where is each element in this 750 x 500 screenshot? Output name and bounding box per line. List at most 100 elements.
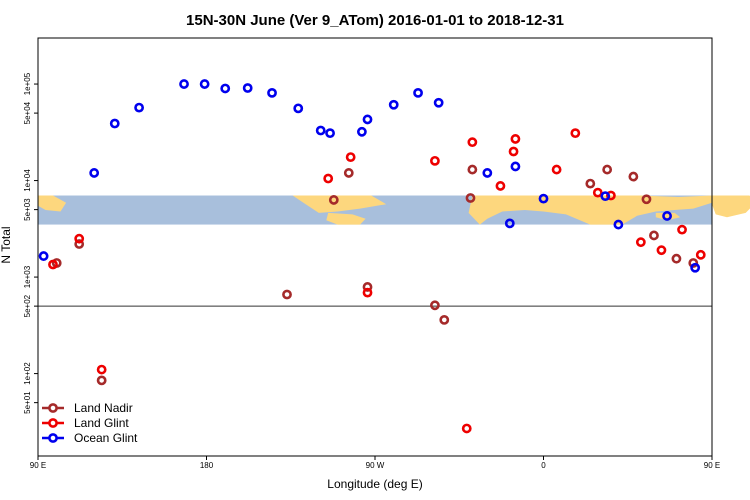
point-land-glint (508, 146, 519, 157)
point-land-glint (48, 259, 58, 270)
point-ocean-glint (504, 218, 515, 229)
point-land-glint (570, 128, 581, 139)
point-land-glint (461, 423, 472, 434)
point-land-glint (323, 173, 334, 184)
point-ocean-glint (362, 114, 373, 125)
point-land-nadir (439, 314, 450, 325)
point-land-nadir (628, 171, 639, 182)
land-mass-5 (655, 212, 681, 221)
point-ocean-glint (510, 161, 521, 172)
point-ocean-glint (199, 79, 210, 89)
point-ocean-glint (109, 118, 120, 129)
x-tick-label: 0 (541, 461, 546, 470)
legend-item-land-nadir: Land Nadir (42, 401, 133, 415)
point-ocean-glint (433, 97, 444, 108)
x-tick-label: 90 E (30, 461, 46, 470)
map-land (38, 195, 750, 225)
point-land-glint (551, 164, 562, 175)
legend-marker-ocean-glint (48, 433, 58, 443)
legend-item-land-glint: Land Glint (42, 416, 129, 430)
point-ocean-glint (325, 128, 335, 139)
point-land-nadir (328, 195, 339, 205)
point-land-glint (345, 152, 356, 163)
chart-title: 15N-30N June (Ver 9_ATom) 2016-01-01 to … (186, 12, 564, 29)
point-ocean-glint (242, 83, 253, 93)
point-land-glint (495, 181, 506, 191)
point-ocean-glint (267, 87, 277, 98)
legend-label-land-glint: Land Glint (74, 416, 129, 430)
point-land-glint (606, 190, 616, 201)
point-land-nadir (641, 194, 652, 205)
point-ocean-glint (179, 79, 189, 89)
point-land-nadir (282, 289, 292, 300)
y-tick-label: 5e+03 (23, 198, 32, 221)
legend-label-ocean-glint: Ocean Glint (74, 431, 138, 445)
point-ocean-glint (388, 99, 399, 110)
map-band (38, 195, 750, 225)
point-ocean-glint (315, 125, 326, 136)
point-land-nadir (74, 239, 85, 249)
data-points (38, 79, 706, 434)
point-land-nadir (585, 178, 596, 189)
point-land-glint (510, 134, 521, 144)
y-tick-label: 5e+01 (23, 391, 32, 414)
legend-item-ocean-glint: Ocean Glint (42, 431, 138, 445)
point-land-nadir (430, 300, 440, 311)
legend-marker-land-glint (48, 418, 58, 428)
y-axis-label: N Total (0, 226, 13, 263)
y-axis: 5e+01 1e+02 5e+02 1e+03 5e+03 1e+04 5e+04 1e+05 (23, 72, 38, 414)
land-mass-4 (468, 195, 712, 225)
y-tick-label: 1e+03 (23, 265, 32, 288)
point-land-glint (430, 155, 440, 166)
point-ocean-glint (613, 219, 624, 230)
point-ocean-glint (38, 251, 49, 261)
land-mass-1 (38, 195, 67, 212)
point-ocean-glint (220, 83, 231, 94)
point-land-nadir (96, 375, 107, 386)
point-land-glint (467, 137, 478, 148)
plot-frame (37, 37, 713, 457)
point-land-glint (677, 224, 687, 235)
y-tick-label: 1e+04 (23, 169, 32, 192)
point-land-glint (96, 364, 107, 375)
x-axis: 90 E 180 90 W 0 90 E (30, 456, 720, 470)
y-tick-label: 1e+02 (23, 362, 32, 385)
x-tick-label: 180 (200, 461, 214, 470)
legend-label-land-nadir: Land Nadir (74, 401, 133, 415)
y-tick-label: 5e+04 (23, 101, 32, 124)
point-ocean-glint (538, 193, 549, 204)
point-land-nadir (602, 164, 613, 175)
point-land-glint (656, 245, 667, 256)
point-ocean-glint (600, 191, 611, 202)
point-ocean-glint (89, 168, 100, 178)
point-land-nadir (467, 164, 478, 175)
point-land-glint (74, 233, 85, 244)
point-ocean-glint (134, 102, 144, 113)
point-ocean-glint (413, 87, 423, 98)
y-tick-label: 5e+02 (23, 294, 32, 317)
point-ocean-glint (293, 103, 304, 114)
point-land-glint (362, 287, 373, 298)
land-mass-6 (712, 195, 750, 218)
point-ocean-glint (690, 262, 701, 273)
legend-marker-land-nadir (48, 403, 58, 413)
point-ocean-glint (482, 168, 493, 178)
point-land-nadir (343, 168, 354, 178)
land-mass-2 (292, 195, 387, 213)
point-land-glint (592, 187, 603, 198)
land-mass-3 (326, 212, 366, 225)
point-land-glint (635, 237, 646, 248)
point-ocean-glint (662, 211, 672, 221)
point-land-nadir (671, 253, 682, 264)
y-tick-label: 1e+05 (23, 72, 32, 95)
x-tick-label: 90 W (366, 461, 385, 470)
point-land-nadir (362, 282, 373, 292)
point-land-glint (695, 249, 706, 260)
point-ocean-glint (356, 126, 367, 137)
point-land-nadir (688, 258, 699, 268)
x-axis-label: Longitude (deg E) (327, 477, 422, 491)
point-land-nadir (465, 193, 476, 203)
x-tick-label: 90 E (704, 461, 720, 470)
